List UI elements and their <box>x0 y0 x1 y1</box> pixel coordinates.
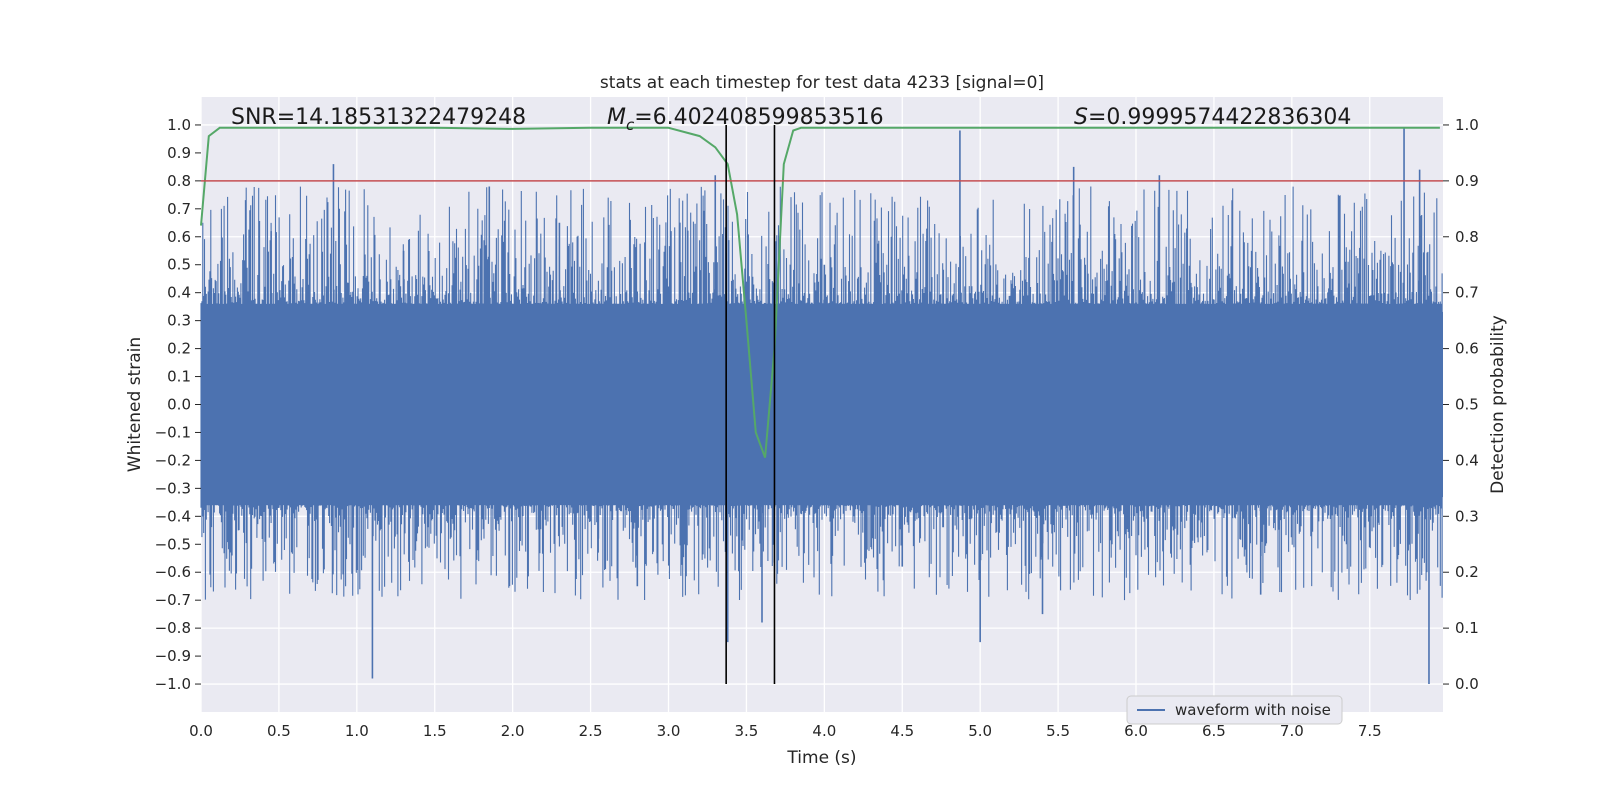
y-tick-label: 0.5 <box>167 256 191 274</box>
chirp-mass-annotation: Mc=6.402408599853516 <box>607 105 884 134</box>
x-axis-ticks: 0.0 0.5 1.0 1.5 2.0 2.5 3.0 3.5 4.0 4.5 5.0 5.5 6.0 6… <box>189 722 1382 740</box>
y2-tick-label: 0.7 <box>1455 284 1479 302</box>
y-tick-label: 1.0 <box>167 116 191 134</box>
y-axis-ticks: −1.0 −0.9 −0.8 −0.7 −0.6 −0.5 −0.4 −0.3 −0.2 −0.1… <box>155 116 201 693</box>
x-axis-label: Time (s) <box>786 748 856 768</box>
y2-tick-label: 0.2 <box>1455 563 1479 581</box>
s-value: =0.9999574422836304 <box>1088 105 1351 130</box>
y-tick-label: 0.6 <box>167 228 191 246</box>
y2-tick-label: 0.0 <box>1455 675 1479 693</box>
y-tick-label: −0.7 <box>155 591 191 609</box>
y-tick-label: −0.9 <box>155 647 191 665</box>
y2-tick-label: 0.6 <box>1455 340 1479 358</box>
y-axis-label: Whitened strain <box>125 337 145 472</box>
y-tick-label: −0.3 <box>155 479 191 497</box>
legend-box <box>1126 695 1343 725</box>
y-tick-label: 0.1 <box>167 368 191 386</box>
x-tick-label: 4.5 <box>890 722 914 740</box>
mc-subscript: c <box>626 116 635 134</box>
reference-lines <box>201 124 1443 685</box>
x-tick-label: 7.5 <box>1358 722 1382 740</box>
y-tick-label: 0.4 <box>167 284 191 302</box>
snr-annotation: SNR=14.18531322479248 <box>231 105 526 130</box>
x-tick-label: 5.5 <box>1046 722 1070 740</box>
y2-tick-label: 0.4 <box>1455 451 1479 469</box>
x-tick-label: 6.5 <box>1202 722 1226 740</box>
legend-label-waveform: waveform with noise <box>1175 701 1331 719</box>
legend: waveform with noise <box>1126 695 1343 725</box>
probability-line <box>200 126 1440 458</box>
y2-tick-label: 0.5 <box>1455 396 1479 414</box>
x-tick-label: 4.0 <box>812 722 836 740</box>
y-tick-label: −0.6 <box>155 563 191 581</box>
x-tick-label: 0.5 <box>267 722 291 740</box>
mc-value: =6.402408599853516 <box>634 105 883 130</box>
y-tick-label: 0.2 <box>167 340 191 358</box>
x-tick-label: 2.0 <box>501 722 525 740</box>
probability-series <box>200 126 1440 458</box>
y2-tick-label: 1.0 <box>1455 116 1479 134</box>
s-symbol: S <box>1074 105 1088 130</box>
waveform-series <box>200 127 1443 685</box>
chart-title: stats at each timestep for test data 423… <box>600 73 1044 93</box>
x-tick-label: 3.0 <box>657 722 681 740</box>
y2-tick-label: 0.3 <box>1455 507 1479 525</box>
x-tick-label: 1.0 <box>345 722 369 740</box>
y-tick-label: 0.3 <box>167 312 191 330</box>
y-tick-label: −1.0 <box>155 675 191 693</box>
x-tick-label: 6.0 <box>1124 722 1148 740</box>
mc-symbol: M <box>607 105 626 130</box>
y2-tick-label: 0.1 <box>1455 619 1479 637</box>
x-tick-label: 0.0 <box>189 722 213 740</box>
y-tick-label: 0.9 <box>167 144 191 162</box>
significance-annotation: S=0.9999574422836304 <box>1074 105 1351 130</box>
y-tick-label: 0.8 <box>167 172 191 190</box>
x-tick-label: 5.0 <box>968 722 992 740</box>
x-tick-label: 2.5 <box>579 722 603 740</box>
x-tick-label: 3.5 <box>734 722 758 740</box>
y-tick-label: −0.4 <box>155 507 191 525</box>
x-tick-label: 1.5 <box>423 722 447 740</box>
y-tick-label: −0.2 <box>155 451 191 469</box>
y2-tick-label: 0.8 <box>1455 228 1479 246</box>
y-tick-label: −0.8 <box>155 619 191 637</box>
y-tick-label: 0.0 <box>167 396 191 414</box>
y2-tick-label: 0.9 <box>1455 172 1479 190</box>
y2-axis-label: Detection probability <box>1488 315 1508 494</box>
y-tick-label: −0.1 <box>155 423 191 441</box>
waveform-line <box>200 186 1443 601</box>
y2-axis-ticks: 0.0 0.1 0.2 0.3 0.4 0.5 0.6 0.7 0.8 0.9 1.0 <box>1443 116 1479 693</box>
y-tick-label: 0.7 <box>167 200 191 218</box>
y-tick-label: −0.5 <box>155 535 191 553</box>
x-tick-label: 7.0 <box>1280 722 1304 740</box>
